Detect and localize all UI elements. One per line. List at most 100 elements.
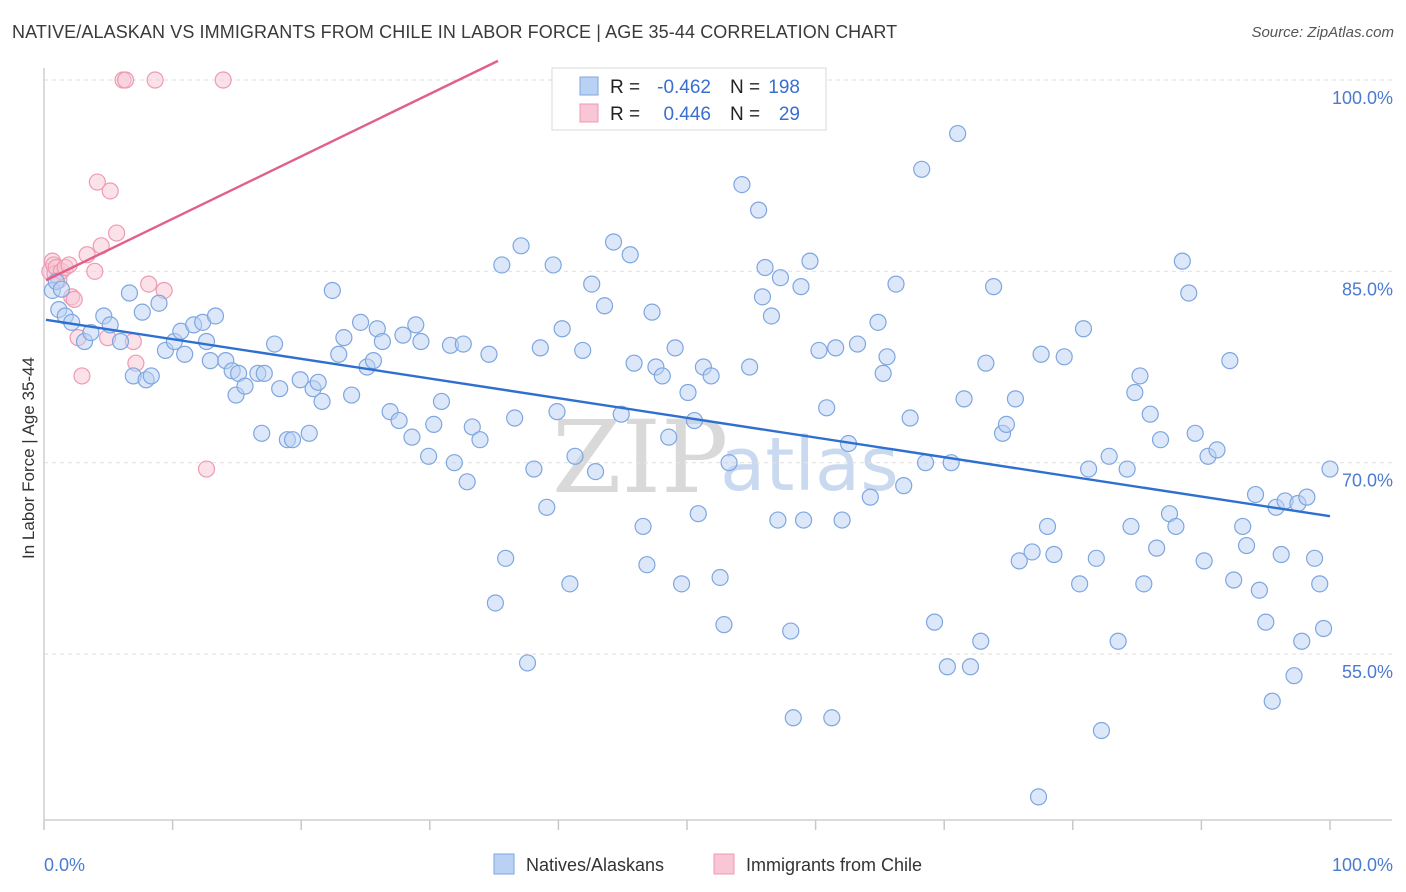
data-point <box>201 352 219 370</box>
data-point <box>197 332 216 351</box>
trend-lines <box>45 59 1331 518</box>
data-point <box>255 364 273 382</box>
data-point <box>861 488 879 506</box>
data-point <box>1029 788 1048 806</box>
data-point <box>1148 539 1166 557</box>
data-point <box>810 341 828 360</box>
data-point <box>653 367 671 385</box>
data-point <box>480 345 498 363</box>
legend-swatch-natives <box>493 853 515 875</box>
data-point <box>1080 460 1098 478</box>
stats-n-label-pink: N = <box>730 104 760 125</box>
data-point <box>236 377 254 395</box>
data-point <box>403 428 421 446</box>
data-point <box>784 709 802 727</box>
data-point <box>323 281 341 300</box>
data-point <box>769 511 787 529</box>
data-point <box>949 124 967 143</box>
data-point <box>1071 575 1089 593</box>
data-point <box>454 335 472 353</box>
data-point <box>432 392 451 411</box>
data-point <box>425 415 443 433</box>
axes <box>43 68 1392 821</box>
data-point <box>463 418 481 436</box>
data-point <box>801 252 819 270</box>
legend: Natives/Alaskans Immigrants from Chile <box>493 853 922 875</box>
data-point <box>586 462 605 481</box>
data-point <box>794 511 813 529</box>
data-point <box>771 269 790 287</box>
y-tick-labels: 100.0% 85.0% 70.0% 55.0% <box>1332 88 1393 682</box>
data-point <box>1074 320 1093 338</box>
data-point <box>1293 632 1311 650</box>
data-point <box>342 386 361 404</box>
stats-r-value-pink: 0.446 <box>663 104 711 125</box>
chart-source: Source: ZipAtlas.com <box>1251 24 1394 41</box>
data-point <box>753 288 772 306</box>
y-tick-label: 55.0% <box>1342 662 1393 682</box>
data-point <box>1045 545 1063 564</box>
data-point <box>1087 549 1105 567</box>
stats-n-label-blue: N = <box>730 77 760 98</box>
data-point <box>1131 367 1149 385</box>
data-point <box>1118 460 1136 478</box>
data-point <box>486 594 504 612</box>
data-point <box>833 511 851 529</box>
data-point <box>1305 549 1324 567</box>
stats-n-value-pink: 29 <box>779 104 800 125</box>
data-point <box>878 348 896 366</box>
data-point <box>142 367 160 385</box>
data-point <box>1263 692 1281 710</box>
data-point <box>733 175 751 194</box>
data-point <box>1151 431 1170 449</box>
data-point <box>741 358 759 376</box>
data-point <box>117 71 135 89</box>
data-point <box>869 313 887 331</box>
data-point <box>583 275 601 293</box>
data-point <box>1314 619 1333 638</box>
data-point <box>120 284 139 302</box>
data-point <box>214 71 232 89</box>
data-point <box>848 335 867 353</box>
data-point <box>634 517 652 536</box>
data-point <box>394 326 412 344</box>
data-point <box>412 332 430 351</box>
stats-swatch-blue <box>579 76 599 96</box>
data-point <box>300 424 318 442</box>
data-point <box>548 403 566 421</box>
data-point <box>265 335 284 353</box>
data-point <box>108 224 126 242</box>
data-point <box>818 399 836 417</box>
data-point <box>146 71 164 89</box>
data-point <box>702 367 720 385</box>
data-point <box>197 460 216 478</box>
data-point <box>150 294 168 312</box>
data-point <box>1126 383 1144 402</box>
series-natives-alaskans <box>43 124 1339 806</box>
data-point <box>364 352 383 370</box>
stats-box: R = -0.462 N = 198 R = 0.446 N = 29 <box>551 67 827 131</box>
data-point <box>88 173 106 191</box>
data-point <box>750 201 768 219</box>
data-point <box>625 354 643 372</box>
data-point <box>445 454 463 472</box>
stats-swatch-pink <box>579 103 599 123</box>
data-point <box>330 345 348 363</box>
data-point <box>1272 545 1290 564</box>
data-point <box>538 498 556 516</box>
data-point <box>1038 517 1057 536</box>
trend-line-blue <box>45 318 1331 518</box>
data-point <box>1311 575 1329 593</box>
data-point <box>313 392 331 411</box>
data-point <box>1135 575 1153 593</box>
data-point <box>101 182 119 200</box>
data-point <box>595 297 614 315</box>
y-tick-label: 70.0% <box>1342 471 1393 491</box>
data-point <box>1023 543 1041 561</box>
y-axis-label: In Labor Force | Age 35-44 <box>19 357 38 559</box>
data-point <box>1250 581 1268 599</box>
data-point <box>335 329 353 347</box>
data-point <box>1208 441 1226 459</box>
data-point <box>65 290 83 308</box>
data-point <box>1122 517 1140 536</box>
